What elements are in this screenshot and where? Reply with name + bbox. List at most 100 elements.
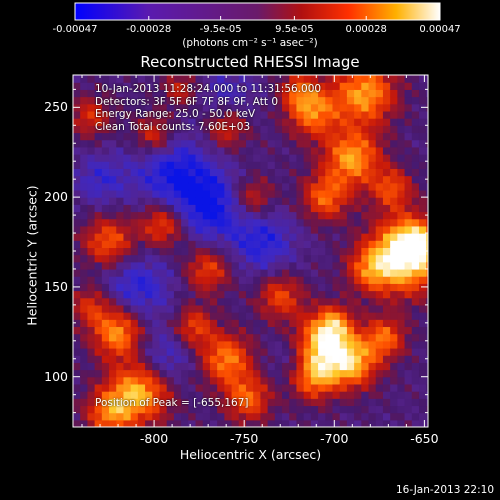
heatmap-cell <box>181 103 189 112</box>
heatmap-cell <box>87 376 96 385</box>
heatmap-cell <box>166 139 175 148</box>
heatmap-cell <box>361 391 370 399</box>
heatmap-cell <box>260 398 269 407</box>
heatmap-cell <box>382 355 391 363</box>
heatmap-cell <box>282 110 290 119</box>
heatmap-cell <box>296 369 305 378</box>
heatmap-cell <box>195 297 204 306</box>
heatmap-cell <box>426 204 428 213</box>
heatmap-cell <box>332 211 341 220</box>
heatmap-cell <box>137 398 146 407</box>
heatmap-cell <box>426 297 428 306</box>
heatmap-cell <box>166 240 175 248</box>
heatmap-cell <box>137 132 146 141</box>
heatmap-cell <box>181 247 189 256</box>
heatmap-cell <box>289 391 298 399</box>
heatmap-cell <box>73 218 81 227</box>
heatmap-cell <box>354 355 362 363</box>
heatmap-cell <box>361 398 370 407</box>
heatmap-cell <box>231 383 240 392</box>
heatmap-cell <box>181 412 189 421</box>
heatmap-cell <box>390 347 398 356</box>
heatmap-cell <box>73 197 81 205</box>
heatmap-cell <box>173 362 182 371</box>
heatmap-cell <box>238 154 247 162</box>
heatmap-cell <box>253 391 262 399</box>
heatmap-cell <box>361 96 370 105</box>
heatmap-cell <box>332 139 341 148</box>
heatmap-cell <box>404 125 413 134</box>
heatmap-cell <box>181 211 189 220</box>
heatmap-cell <box>80 326 89 335</box>
heatmap-cell <box>325 247 334 256</box>
heatmap-cell <box>224 110 233 119</box>
heatmap-cell <box>303 240 312 248</box>
heatmap-cell <box>145 168 153 177</box>
heatmap-cell <box>188 369 197 378</box>
heatmap-cell <box>346 175 355 184</box>
heatmap-cell <box>116 89 125 98</box>
heatmap-cell <box>87 419 96 427</box>
heatmap-cell <box>123 369 132 378</box>
heatmap-cell <box>397 376 406 385</box>
heatmap-cell <box>173 333 182 342</box>
heatmap-cell <box>354 362 362 371</box>
heatmap-cell <box>354 182 362 191</box>
heatmap-cell <box>224 398 233 407</box>
heatmap-cell <box>231 82 240 90</box>
heatmap-cell <box>375 182 384 191</box>
heatmap-cell <box>390 225 398 234</box>
heatmap-cell <box>404 290 413 299</box>
heatmap-cell <box>80 254 89 263</box>
heatmap-cell <box>145 355 153 363</box>
heatmap-cell <box>209 398 218 407</box>
heatmap-cell <box>382 304 391 313</box>
heatmap-cell <box>209 96 218 105</box>
heatmap-cell <box>217 197 225 205</box>
heatmap-cell <box>303 419 312 427</box>
heatmap-cell <box>339 218 348 227</box>
heatmap-cell <box>354 304 362 313</box>
heatmap-cell <box>303 312 312 320</box>
heatmap-cell <box>130 283 139 292</box>
heatmap-cell <box>159 96 168 105</box>
heatmap-cell <box>303 161 312 169</box>
heatmap-cell <box>418 82 427 90</box>
heatmap-cell <box>382 419 391 427</box>
heatmap-cell <box>173 391 182 399</box>
heatmap-cell <box>397 405 406 414</box>
heatmap-cell <box>375 391 384 399</box>
heatmap-cell <box>80 304 89 313</box>
heatmap-cell <box>253 268 262 277</box>
heatmap-cell <box>418 419 427 427</box>
heatmap-cell <box>332 369 341 378</box>
heatmap-cell <box>217 326 225 335</box>
heatmap-cell <box>303 75 312 83</box>
heatmap-cell <box>310 161 319 169</box>
heatmap-cell <box>418 304 427 313</box>
heatmap-cell <box>418 276 427 284</box>
heatmap-cell <box>382 319 391 328</box>
heatmap-cell <box>339 125 348 134</box>
heatmap-cell <box>173 283 182 292</box>
heatmap-cell <box>159 204 168 213</box>
heatmap-cell <box>397 189 406 198</box>
heatmap-cell <box>152 189 161 198</box>
heatmap-cell <box>101 419 110 427</box>
heatmap-cell <box>375 261 384 270</box>
heatmap-cell <box>418 146 427 155</box>
heatmap-cell <box>94 175 103 184</box>
heatmap-cell <box>296 132 305 141</box>
heatmap-cell <box>282 347 290 356</box>
heatmap-cell <box>130 103 139 112</box>
heatmap-cell <box>267 154 276 162</box>
heatmap-cell <box>260 276 269 284</box>
heatmap-cell <box>303 118 312 126</box>
heatmap-cell <box>260 89 269 98</box>
heatmap-cell <box>137 333 146 342</box>
heatmap-cell <box>181 304 189 313</box>
heatmap-cell <box>361 175 370 184</box>
heatmap-cell <box>354 82 362 90</box>
heatmap-cell <box>166 175 175 184</box>
